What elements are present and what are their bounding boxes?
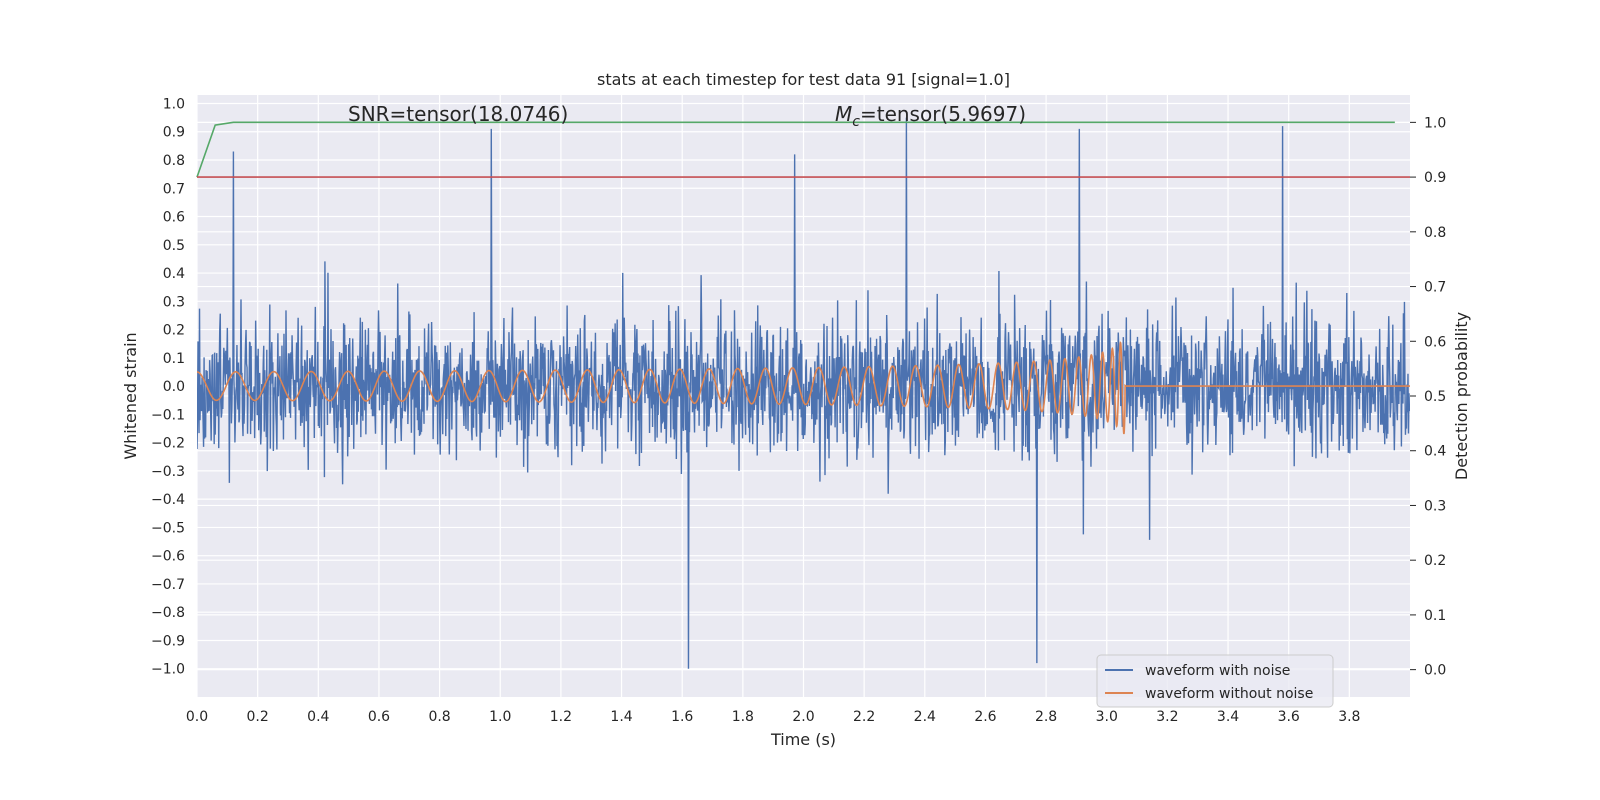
- y-tick-label: −0.6: [151, 549, 185, 565]
- x-tick-label: 1.0: [489, 709, 511, 725]
- x-tick-label: 2.6: [974, 709, 996, 725]
- legend-label-noisy: waveform with noise: [1145, 663, 1290, 679]
- series-layer: [196, 117, 1410, 669]
- x-tick-label: 3.0: [1096, 709, 1118, 725]
- y-tick-label: −0.3: [151, 464, 185, 480]
- x-tick-label: 2.0: [792, 709, 814, 725]
- chirp-mass-symbol: M: [835, 102, 852, 126]
- y-tick-label: 0.2: [163, 323, 185, 339]
- y2-tick-label: 1.0: [1424, 115, 1446, 131]
- y2-tick-label: 0.7: [1424, 280, 1446, 296]
- clean-waveform-line: [197, 341, 1410, 435]
- y-tick-label: −0.1: [151, 407, 185, 423]
- x-tick-label: 0.4: [307, 709, 329, 725]
- y2-tick-label: 0.0: [1424, 663, 1446, 679]
- y-tick-label: 0.3: [163, 294, 185, 310]
- x-tick-label: 0.8: [428, 709, 450, 725]
- y2-tick-label: 0.1: [1424, 608, 1446, 624]
- y-tick-label: 0.6: [163, 210, 185, 226]
- x-tick-label: 0.2: [247, 709, 269, 725]
- x-axis-label: Time (s): [770, 730, 836, 749]
- x-tick-label: 1.4: [610, 709, 632, 725]
- y-axis-label: Whitened strain: [121, 332, 140, 459]
- x-tick-label: 1.6: [671, 709, 693, 725]
- y-tick-label: −0.9: [151, 633, 185, 649]
- y-tick-label: −0.8: [151, 605, 185, 621]
- x-tick-label: 3.8: [1338, 709, 1360, 725]
- tick-labels: 0.0 0.2 0.4 0.6 0.8 1.0 1.2 1.4 1.6 1.8 2.0 2.2 2.4 2…: [151, 96, 1446, 725]
- x-tick-label: 1.8: [732, 709, 754, 725]
- legend-box: [1096, 654, 1334, 708]
- chirp-mass-value: =tensor(5.9697): [860, 102, 1026, 126]
- y-tick-label: 1.0: [163, 96, 185, 112]
- y2-tick-label: 0.8: [1424, 225, 1446, 241]
- x-tick-label: 3.2: [1156, 709, 1178, 725]
- chart-title: stats at each timestep for test data 91 …: [597, 70, 1010, 89]
- y2-tick-label: 0.2: [1424, 553, 1446, 569]
- x-tick-label: 2.2: [853, 709, 875, 725]
- y-tick-label: −0.2: [151, 436, 185, 452]
- y-tick-label: −0.5: [151, 520, 185, 536]
- chirp-mass-subscript: c: [852, 114, 860, 130]
- y2-tick-label: 0.3: [1424, 498, 1446, 514]
- legend-label-clean: waveform without noise: [1145, 686, 1313, 702]
- y-tick-label: 0.5: [163, 238, 185, 254]
- y2-axis-label: Detection probability: [1452, 312, 1471, 480]
- y-tick-label: 0.0: [163, 379, 185, 395]
- y2-tick-label: 0.9: [1424, 170, 1446, 186]
- y-tick-label: −0.7: [151, 577, 185, 593]
- x-tick-label: 2.4: [914, 709, 936, 725]
- detection-probability-line: [196, 121, 1395, 178]
- x-tick-label: 1.2: [550, 709, 572, 725]
- y-tick-label: −1.0: [151, 662, 185, 678]
- x-tick-label: 3.6: [1278, 709, 1300, 725]
- y-tick-label: −0.4: [151, 492, 185, 508]
- y-tick-label: 0.7: [163, 181, 185, 197]
- x-tick-label: 2.8: [1035, 709, 1057, 725]
- x-tick-label: 0.6: [368, 709, 390, 725]
- snr-annotation: SNR=tensor(18.0746): [348, 102, 568, 126]
- y-tick-label: 0.9: [163, 125, 185, 141]
- y2-tick-label: 0.5: [1424, 389, 1446, 405]
- y-tick-label: 0.4: [163, 266, 185, 282]
- y-tick-label: 0.1: [163, 351, 185, 367]
- y-tick-label: 0.8: [163, 153, 185, 169]
- x-tick-label: 0.0: [186, 709, 208, 725]
- chirp-mass-annotation: Mc=tensor(5.9697): [835, 102, 1026, 130]
- noisy-waveform-line: [197, 117, 1410, 669]
- legend: waveform with noise waveform without noi…: [1096, 654, 1334, 708]
- y2-tick-label: 0.4: [1424, 444, 1446, 460]
- x-tick-label: 3.4: [1217, 709, 1239, 725]
- y2-tick-label: 0.6: [1424, 334, 1446, 350]
